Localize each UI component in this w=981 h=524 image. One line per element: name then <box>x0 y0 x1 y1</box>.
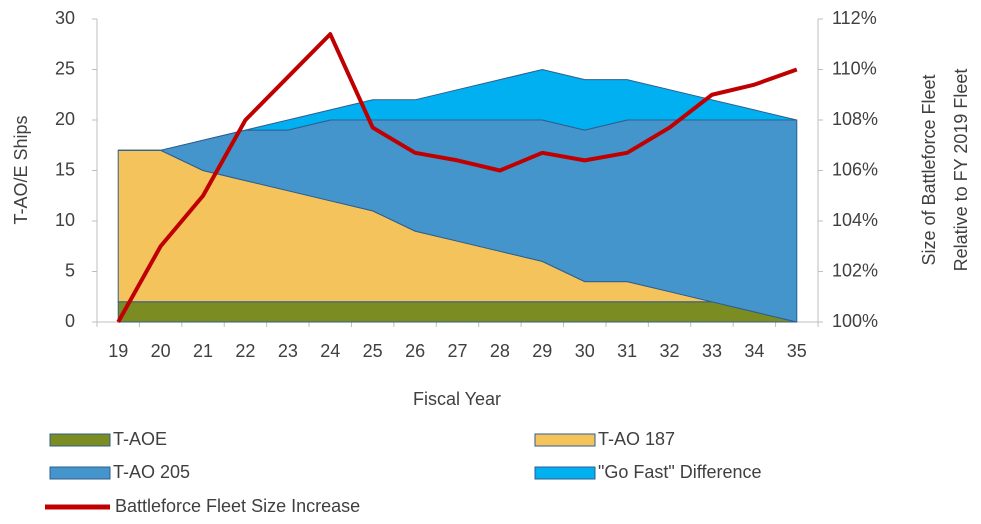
y2-tick-label: 108% <box>832 109 878 129</box>
x-tick-label: 34 <box>744 341 764 361</box>
y2-tick-label: 112% <box>832 8 877 28</box>
y-tick-label: 25 <box>55 58 75 78</box>
x-tick-label: 25 <box>363 341 383 361</box>
x-tick-label: 23 <box>278 341 298 361</box>
x-tick-label: 21 <box>193 341 213 361</box>
y2-axis-title: Relative to FY 2019 Fleet <box>951 69 971 272</box>
x-tick-label: 31 <box>617 341 637 361</box>
y-tick-label: 5 <box>65 260 75 280</box>
y-axis-title: T-AO/E Ships <box>11 115 31 224</box>
y2-tick-label: 102% <box>832 260 878 280</box>
line-series <box>116 32 798 323</box>
area <box>117 301 797 323</box>
x-tick-label: 28 <box>490 341 510 361</box>
x-tick-label: 27 <box>447 341 467 361</box>
x-tick-label: 29 <box>532 341 552 361</box>
area <box>118 68 797 151</box>
legend-swatch <box>49 433 111 447</box>
legend-swatch <box>534 466 596 480</box>
y2-tick-label: 104% <box>832 210 878 230</box>
x-axis-title: Fiscal Year <box>413 389 501 409</box>
legend-label: T-AO 187 <box>598 429 675 449</box>
x-tick-label: 22 <box>235 341 255 361</box>
y-tick-label: 0 <box>65 311 75 331</box>
x-tick-label: 32 <box>660 341 680 361</box>
y2-tick-label: 110% <box>832 58 877 78</box>
x-tick-label: 35 <box>787 341 807 361</box>
y-tick-label: 20 <box>55 109 75 129</box>
y-tick-label: 30 <box>55 8 75 28</box>
x-tick-label: 33 <box>702 341 722 361</box>
legend-label: T-AO 205 <box>113 462 190 482</box>
x-tick-label: 19 <box>108 341 128 361</box>
x-tick-label: 20 <box>151 341 171 361</box>
x-tick-label: 30 <box>575 341 595 361</box>
legend-label: T-AOE <box>113 429 167 449</box>
y2-tick-label: 106% <box>832 159 878 179</box>
y2-axis-title: Size of Battleforce Fleet <box>919 74 939 265</box>
y-tick-label: 10 <box>55 210 75 230</box>
legend-swatch <box>49 466 111 480</box>
y-tick-label: 15 <box>55 159 75 179</box>
y2-tick-label: 100% <box>832 311 878 331</box>
x-tick-label: 26 <box>405 341 425 361</box>
x-tick-label: 24 <box>320 341 340 361</box>
legend-label: Battleforce Fleet Size Increase <box>115 496 360 516</box>
legend-swatch <box>534 433 596 447</box>
legend-label: "Go Fast" Difference <box>598 462 762 482</box>
